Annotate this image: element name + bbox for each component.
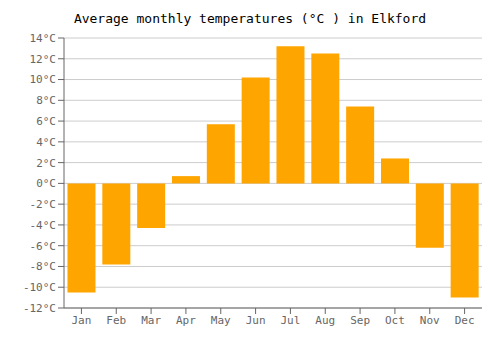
svg-text:Aug: Aug	[315, 314, 335, 327]
svg-text:-8°C: -8°C	[30, 260, 57, 273]
svg-text:Jun: Jun	[246, 314, 266, 327]
svg-text:14°C: 14°C	[30, 32, 57, 45]
svg-text:Jan: Jan	[71, 314, 91, 327]
svg-text:12°C: 12°C	[30, 53, 57, 66]
svg-text:4°C: 4°C	[36, 136, 56, 149]
svg-text:Sep: Sep	[350, 314, 370, 327]
svg-text:-12°C: -12°C	[23, 302, 56, 315]
html-text:Average monthly temperatures (: Average monthly temperatures (°C ) in El…	[73, 11, 427, 26]
svg-text:-2°C: -2°C	[30, 198, 57, 211]
svg-text:Mar: Mar	[141, 314, 161, 327]
svg-text:Feb: Feb	[106, 314, 126, 327]
svg-text:Oct: Oct	[385, 314, 405, 327]
svg-text:Jul: Jul	[280, 314, 300, 327]
svg-text:-6°C: -6°C	[30, 240, 57, 253]
svg-text:6°C: 6°C	[36, 115, 56, 128]
svg-text:8°C: 8°C	[36, 94, 56, 107]
svg-text:0°C: 0°C	[36, 177, 56, 190]
svg-text:Nov: Nov	[420, 314, 440, 327]
svg-text:-10°C: -10°C	[23, 281, 56, 294]
svg-text:Dec: Dec	[455, 314, 475, 327]
svg-text:2°C: 2°C	[36, 157, 56, 170]
svg-text:May: May	[211, 314, 231, 327]
svg-text:-4°C: -4°C	[30, 219, 57, 232]
svg-text:10°C: 10°C	[30, 73, 57, 86]
svg-text:Apr: Apr	[176, 314, 196, 327]
